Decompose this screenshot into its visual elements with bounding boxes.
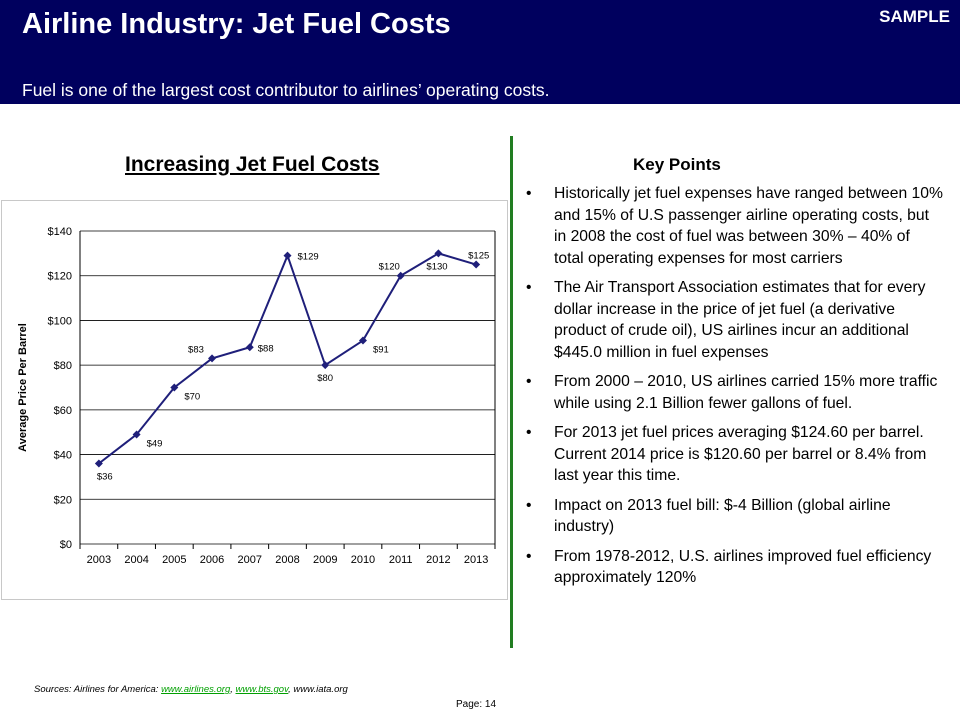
data-label: $83 [188, 344, 204, 355]
x-tick-label: 2008 [275, 554, 299, 566]
data-point-marker [472, 260, 481, 269]
data-label: $36 [97, 472, 113, 483]
x-tick-label: 2013 [464, 554, 488, 566]
y-tick-label: $80 [54, 360, 72, 372]
key-point-item: Historically jet fuel expenses have rang… [518, 183, 943, 269]
x-tick-label: 2005 [162, 554, 186, 566]
y-tick-label: $120 [48, 271, 72, 283]
data-label: $125 [468, 251, 489, 262]
x-tick-label: 2007 [238, 554, 262, 566]
data-point-marker [245, 343, 254, 352]
x-tick-label: 2009 [313, 554, 337, 566]
y-tick-label: $60 [54, 405, 72, 417]
sample-badge: SAMPLE [879, 7, 950, 26]
x-tick-label: 2012 [426, 554, 450, 566]
x-tick-label: 2011 [389, 554, 413, 566]
x-tick-label: 2010 [351, 554, 375, 566]
page-subtitle: Fuel is one of the largest cost contribu… [22, 80, 550, 100]
sources-suffix: , www.iata.org [288, 684, 348, 695]
data-label: $130 [426, 261, 447, 272]
y-tick-label: $0 [60, 539, 72, 551]
data-label: $129 [298, 252, 319, 263]
key-points-list: Historically jet fuel expenses have rang… [518, 183, 943, 597]
column-divider [510, 136, 513, 648]
data-point-marker [396, 271, 405, 280]
page-number: Page: 14 [456, 699, 497, 710]
y-axis-label: Average Price Per Barrel [17, 323, 29, 452]
x-tick-label: 2003 [87, 554, 111, 566]
y-tick-label: $100 [48, 315, 72, 327]
chart-container: $0 $20 $40 $60 $80 $100 $120 $140 2003 2004 2005 20… [1, 200, 508, 600]
key-point-item: For 2013 jet fuel prices averaging $124.… [518, 422, 943, 487]
source-link-bts[interactable]: www.bts.gov [235, 684, 289, 695]
data-label: $91 [373, 345, 389, 356]
key-points-title: Key Points [633, 155, 721, 174]
chart-title: Increasing Jet Fuel Costs [125, 153, 380, 176]
data-point-marker [208, 354, 217, 363]
page-title: Airline Industry: Jet Fuel Costs [22, 8, 451, 40]
data-point-marker [132, 430, 141, 439]
data-label: $88 [258, 343, 274, 354]
data-label: $80 [317, 373, 333, 384]
key-point-item: Impact on 2013 fuel bill: $-4 Billion (g… [518, 495, 943, 538]
data-point-marker [170, 383, 179, 392]
key-point-item: The Air Transport Association estimates … [518, 277, 943, 363]
y-tick-label: $140 [48, 226, 72, 238]
x-tick-label: 2006 [200, 554, 224, 566]
sources-separator: , [230, 684, 236, 695]
data-label: $120 [379, 262, 400, 273]
key-point-item: From 1978-2012, U.S. airlines improved f… [518, 546, 943, 589]
sources-prefix: Sources: Airlines for America: [34, 684, 162, 695]
y-tick-label: $20 [54, 494, 72, 506]
x-tick-label: 2004 [124, 554, 148, 566]
data-point-marker [283, 251, 292, 260]
data-label: $49 [147, 438, 163, 449]
data-point-marker [321, 361, 330, 370]
header-bar: Airline Industry: Jet Fuel Costs SAMPLE … [0, 0, 960, 104]
line-chart: $0 $20 $40 $60 $80 $100 $120 $140 2003 2004 2005 20… [17, 226, 496, 566]
source-link-airlines[interactable]: www.airlines.org [161, 684, 231, 695]
series-line [98, 252, 477, 465]
data-point-marker [94, 459, 103, 468]
data-point-marker [358, 336, 367, 345]
data-point-marker [434, 249, 443, 258]
y-tick-label: $40 [54, 450, 72, 462]
key-point-item: From 2000 – 2010, US airlines carried 15… [518, 371, 943, 414]
sources-note: Sources: Airlines for America: www.airli… [34, 684, 348, 695]
data-label: $70 [184, 392, 200, 403]
